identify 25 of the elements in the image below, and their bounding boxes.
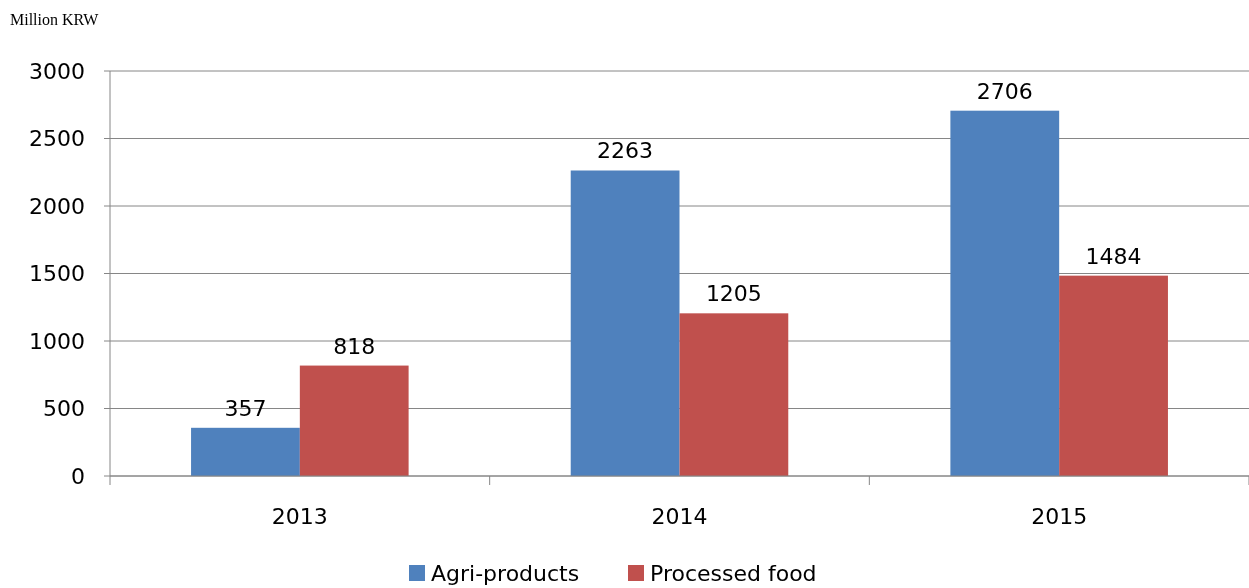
data-label: 1484 (1085, 243, 1142, 269)
legend-label: Processed food (650, 561, 817, 586)
legend-label: Agri-products (431, 561, 580, 586)
bar (1059, 275, 1168, 476)
bar (679, 313, 789, 476)
bar (570, 170, 680, 476)
y-tick-label: 1000 (29, 328, 85, 354)
bar (950, 110, 1060, 476)
bar (299, 365, 409, 476)
y-tick-label: 2000 (29, 193, 85, 219)
y-axis-title: Million KRW (10, 11, 100, 28)
bar (191, 427, 300, 476)
x-tick-label: 2013 (271, 504, 328, 529)
y-tick-label: 1500 (29, 261, 85, 287)
data-label: 818 (333, 333, 376, 359)
data-label: 1205 (705, 281, 762, 307)
y-tick-label: 3000 (29, 58, 85, 84)
y-tick-label: 500 (43, 396, 85, 422)
data-label: 357 (224, 395, 267, 421)
y-tick-label: 0 (71, 463, 85, 489)
x-tick-label: 2014 (651, 504, 708, 529)
data-label: 2706 (976, 78, 1033, 104)
x-tick-label: 2015 (1031, 504, 1088, 529)
data-label: 2263 (597, 138, 654, 164)
y-tick-label: 2500 (29, 126, 85, 152)
